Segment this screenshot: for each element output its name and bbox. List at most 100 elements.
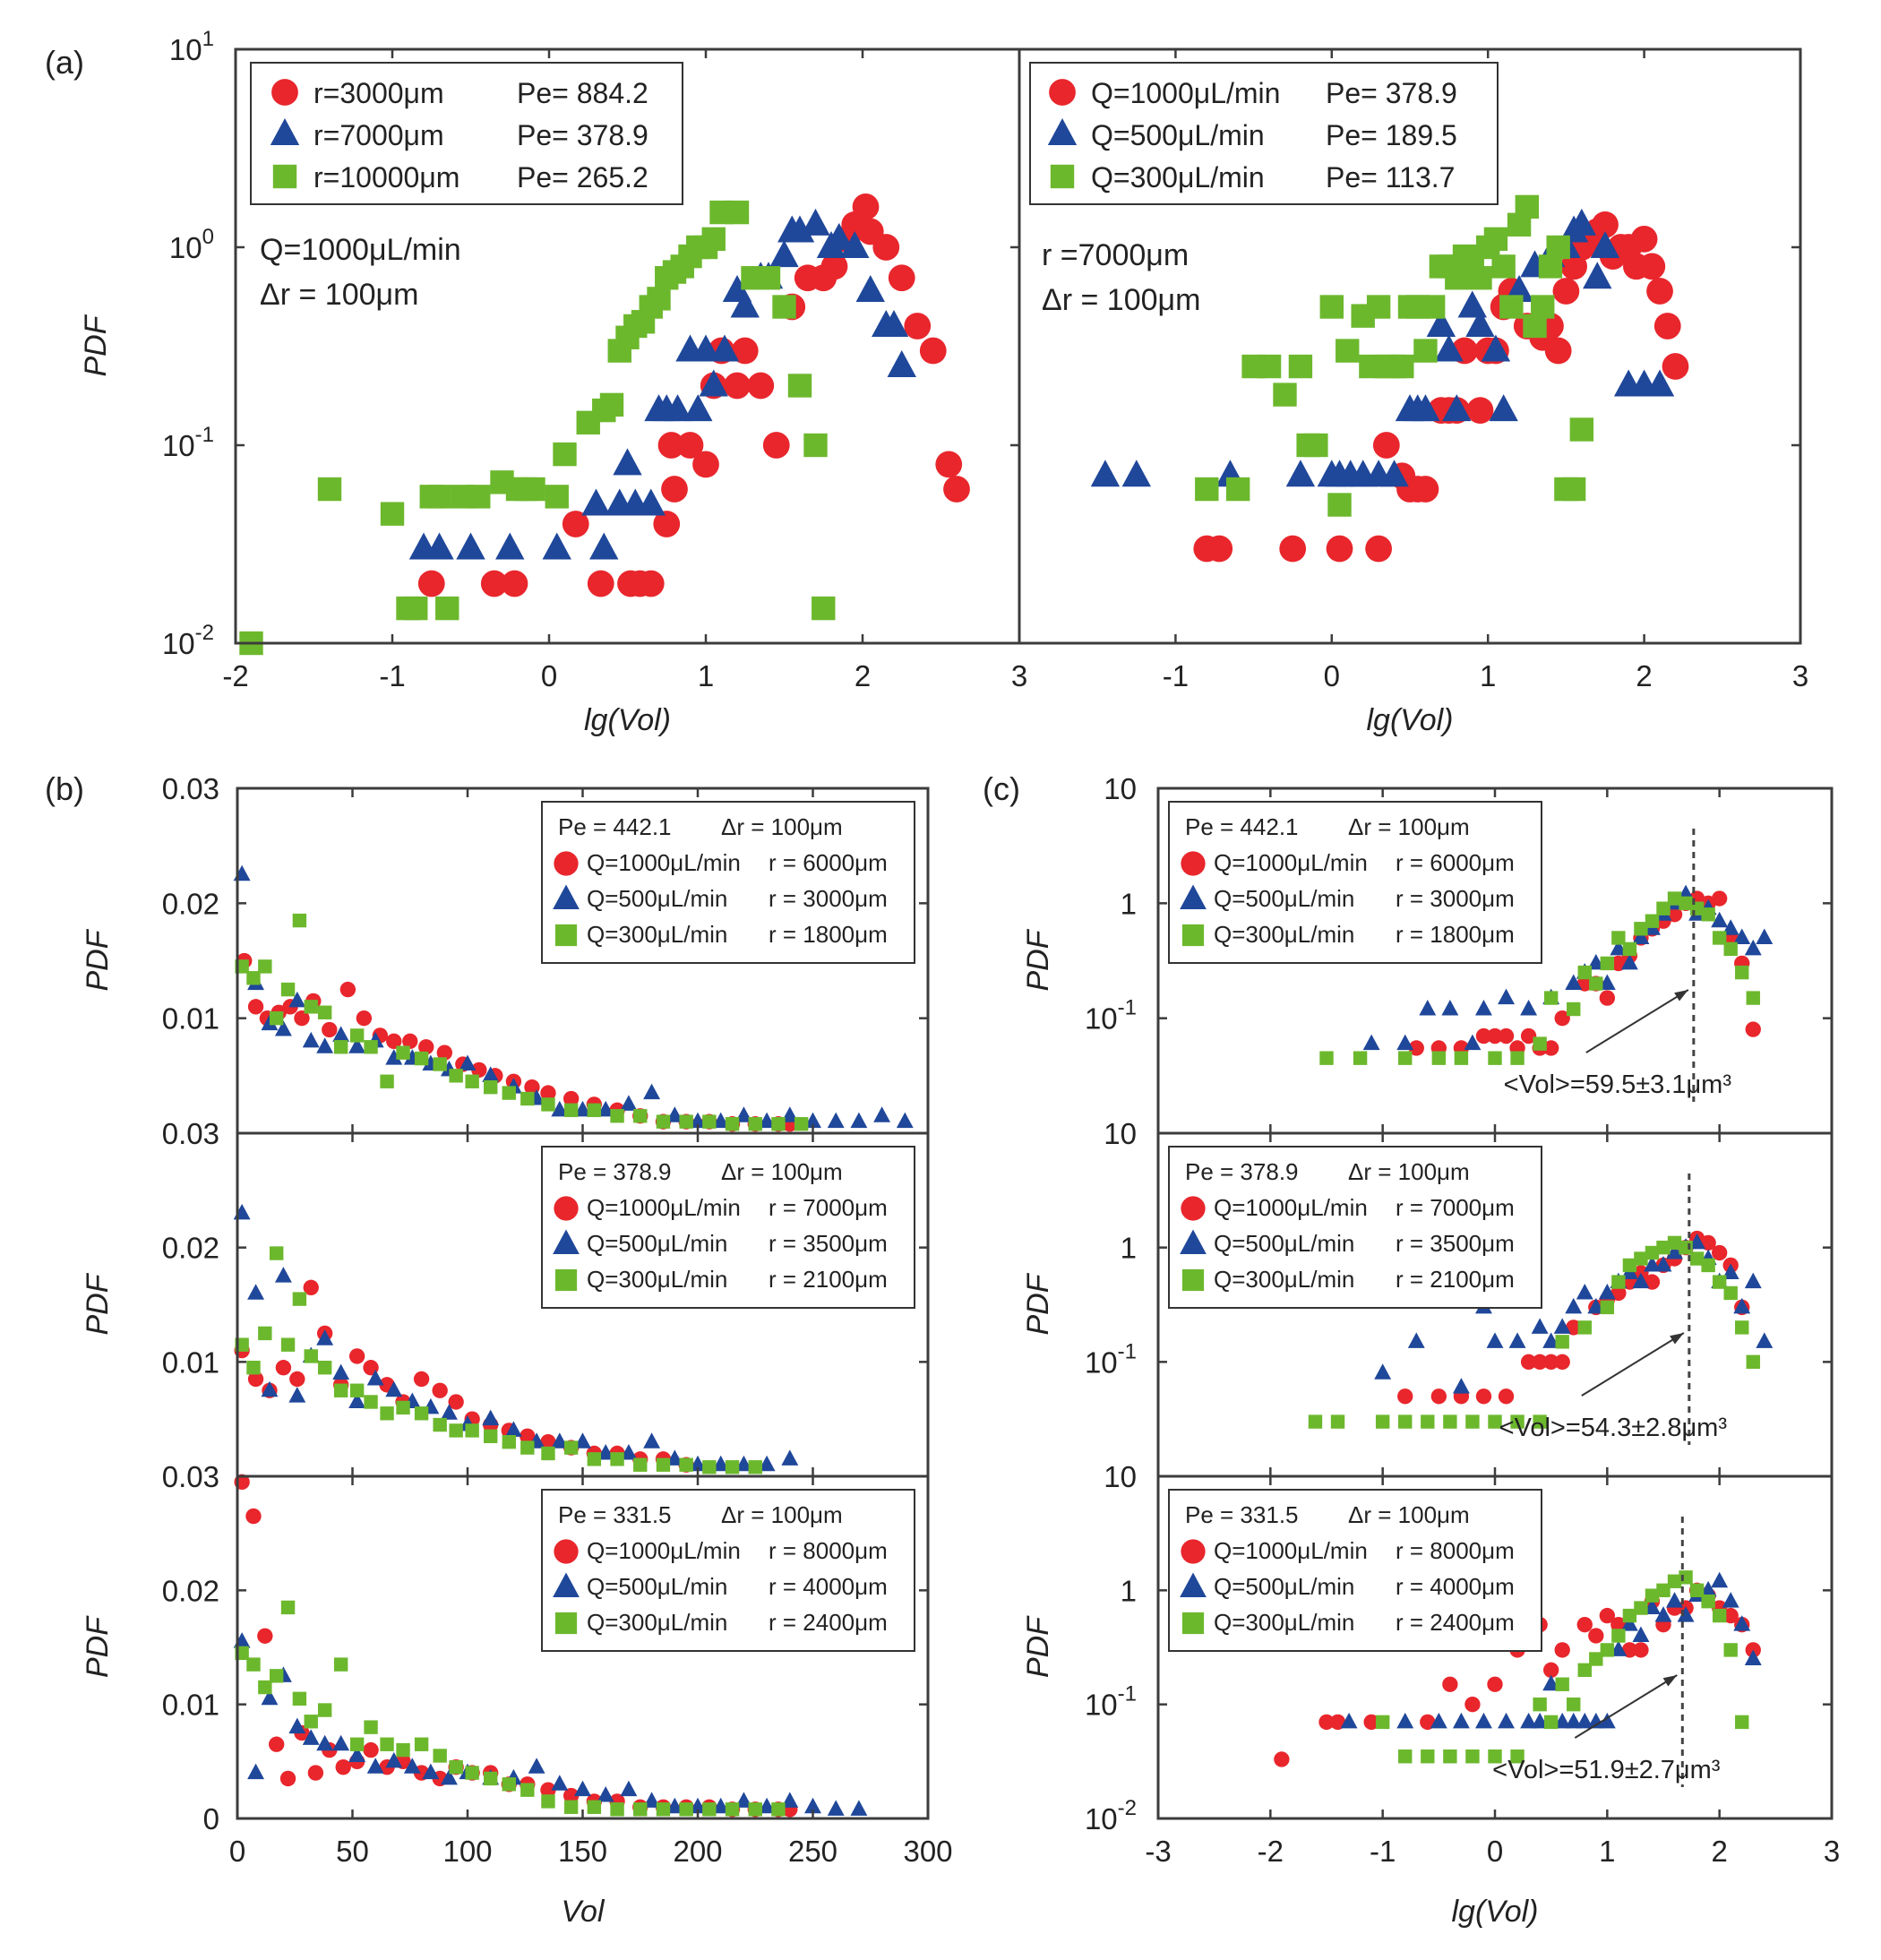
x-tick-label-a1-4: 2 — [855, 659, 871, 692]
legend-box-a2 — [1029, 62, 1499, 205]
data-point-b2-s1-21 — [620, 1443, 638, 1460]
data-point-b2-s2-24 — [633, 1457, 648, 1472]
data-point-b3-s2-10 — [364, 1720, 378, 1734]
data-point-b1-s2-2 — [258, 959, 272, 974]
data-point-c3-s1-13 — [1598, 1712, 1616, 1729]
y-axis-label-c1: PDF — [1021, 928, 1055, 991]
data-point-b3-s0-1 — [245, 1508, 262, 1525]
data-point-a1-s0-30 — [919, 337, 947, 365]
y-tick-label-a1-2: 10-1 — [162, 423, 214, 462]
data-point-c1-s0-3 — [1475, 1027, 1492, 1044]
legend-marker-b1-1 — [553, 884, 580, 909]
x-tick-label-b3-3: 150 — [558, 1835, 607, 1868]
data-point-b1-s2-9 — [349, 1028, 365, 1043]
data-point-a2-s1-9 — [1379, 460, 1409, 487]
data-point-b3-s2-21 — [563, 1800, 579, 1814]
data-point-b3-s0-21 — [563, 1787, 580, 1804]
x-tick-label-a1-0: -2 — [222, 659, 248, 692]
x-tick-label-a2-2: 1 — [1480, 659, 1496, 692]
data-point-a2-s0-36 — [1653, 313, 1681, 340]
data-point-b2-s0-18 — [520, 1428, 536, 1444]
y-tick-label-c3-1: 1 — [1121, 1574, 1137, 1607]
data-point-b2-s1-15 — [482, 1409, 500, 1426]
data-point-c1-s0-10 — [1554, 1010, 1570, 1027]
data-point-b3-s2-24 — [633, 1802, 648, 1817]
legend-label-a2-1: Q=500μL/min — [1091, 119, 1265, 151]
data-point-c3-s0-6 — [1464, 1696, 1481, 1713]
data-point-b1-s1-24 — [689, 1112, 707, 1129]
legend-dr-c2: Δr = 100μm — [1348, 1158, 1470, 1185]
data-point-a2-s0-28 — [1592, 211, 1619, 238]
data-point-b1-s2-8 — [333, 1040, 348, 1054]
data-point-b3-s2-2 — [258, 1680, 272, 1695]
data-point-b2-s1-10 — [385, 1380, 403, 1397]
data-point-c3-s0-1 — [1318, 1714, 1335, 1731]
legend-r-b3-2: r = 2400μm — [769, 1609, 888, 1636]
data-point-c3-s0-2 — [1329, 1714, 1346, 1731]
y-tick-label-c2-2: 10-1 — [1085, 1339, 1137, 1379]
y-tick-label-b3-3: 0.03 — [162, 1460, 219, 1493]
data-point-b1-s2-13 — [414, 1051, 429, 1066]
data-point-b2-s0-5 — [303, 1279, 319, 1296]
legend-pe-a1-1: Pe= 378.9 — [517, 119, 648, 151]
data-point-c3-s1-23 — [1711, 1571, 1729, 1588]
series-b2-1 — [233, 1203, 799, 1472]
data-point-c3-s2-25 — [1735, 1715, 1749, 1730]
data-point-b2-s2-16 — [465, 1423, 479, 1438]
data-point-c1-s1-11 — [1587, 953, 1605, 970]
legend-r-c2-1: r = 3500μm — [1396, 1230, 1515, 1257]
data-point-a2-s0-9 — [1412, 476, 1439, 503]
data-point-a1-s0-16 — [731, 337, 759, 365]
data-point-c1-s2-10 — [1577, 965, 1592, 980]
data-point-a1-s0-29 — [904, 313, 932, 340]
legend-pe-a2-1: Pe= 189.5 — [1326, 119, 1457, 151]
data-point-c3-s2-0 — [1375, 1715, 1390, 1730]
data-point-b2-s1-2 — [261, 1380, 279, 1397]
data-point-a1-s2-7 — [435, 596, 460, 621]
data-point-b3-s2-17 — [484, 1771, 498, 1786]
data-point-b3-s1-5 — [302, 1729, 320, 1745]
data-point-a2-s2-38 — [1561, 477, 1586, 502]
data-point-b1-s2-31 — [794, 1117, 809, 1131]
x-tick-label-a2-4: 3 — [1792, 659, 1808, 692]
legend-label-c3-1: Q=500μL/min — [1214, 1573, 1354, 1600]
data-point-b1-s2-10 — [364, 1040, 378, 1054]
data-point-c2-s0-5 — [1520, 1354, 1537, 1371]
legend-marker-b2-1 — [553, 1229, 580, 1254]
data-point-b3-s2-5 — [292, 1691, 307, 1706]
data-point-b1-s2-7 — [317, 1005, 332, 1019]
x-tick-label-c3-3: 0 — [1487, 1835, 1503, 1868]
data-point-a1-s0-11 — [676, 432, 704, 459]
data-point-a1-s1-13 — [663, 394, 692, 422]
data-point-c3-s1-0 — [1340, 1712, 1358, 1729]
data-point-b3-s1-27 — [758, 1797, 776, 1814]
data-point-b2-s2-2 — [258, 1326, 272, 1341]
y-tick-label-c1-2: 10-1 — [1085, 996, 1137, 1036]
legend-c1: Pe = 442.1 Δr = 100μm Q=1000μL/min r = 6000… — [1168, 801, 1542, 964]
data-point-c1-s1-5 — [1475, 1000, 1492, 1016]
x-tick-label-c3-0: -3 — [1145, 1835, 1171, 1868]
data-point-b1-s0-13 — [418, 1039, 434, 1055]
data-point-c1-s2-24 — [1735, 965, 1749, 980]
data-point-c1-s1-9 — [1565, 974, 1583, 991]
data-point-c3-s2-15 — [1622, 1608, 1637, 1623]
legend-r-c1-2: r = 1800μm — [1396, 921, 1515, 948]
data-point-a2-s1-30 — [1645, 369, 1675, 397]
data-point-a2-s2-10 — [1336, 339, 1360, 363]
data-point-c3-s2-4 — [1465, 1749, 1480, 1764]
data-point-b1-s2-4 — [280, 982, 296, 997]
data-point-b3-s2-4 — [280, 1600, 296, 1615]
data-point-b2-s2-9 — [349, 1383, 365, 1397]
legend-label-c2-0: Q=1000μL/min — [1214, 1194, 1368, 1221]
data-point-c3-s0-13 — [1588, 1628, 1604, 1644]
data-point-b1-s2-5 — [292, 913, 307, 928]
data-point-c2-s0-3 — [1475, 1388, 1492, 1405]
data-point-a2-s1-0 — [1090, 460, 1121, 487]
data-point-a1-s1-28 — [824, 222, 854, 250]
data-point-c1-s2-4 — [1454, 1051, 1469, 1065]
legend-label-b2-2: Q=300μL/min — [587, 1266, 727, 1293]
data-point-a2-s2-7 — [1304, 433, 1328, 458]
data-point-b2-s2-18 — [502, 1435, 516, 1449]
mean-arrow-c2 — [1581, 1332, 1685, 1397]
data-point-a1-s1-6 — [589, 532, 619, 560]
